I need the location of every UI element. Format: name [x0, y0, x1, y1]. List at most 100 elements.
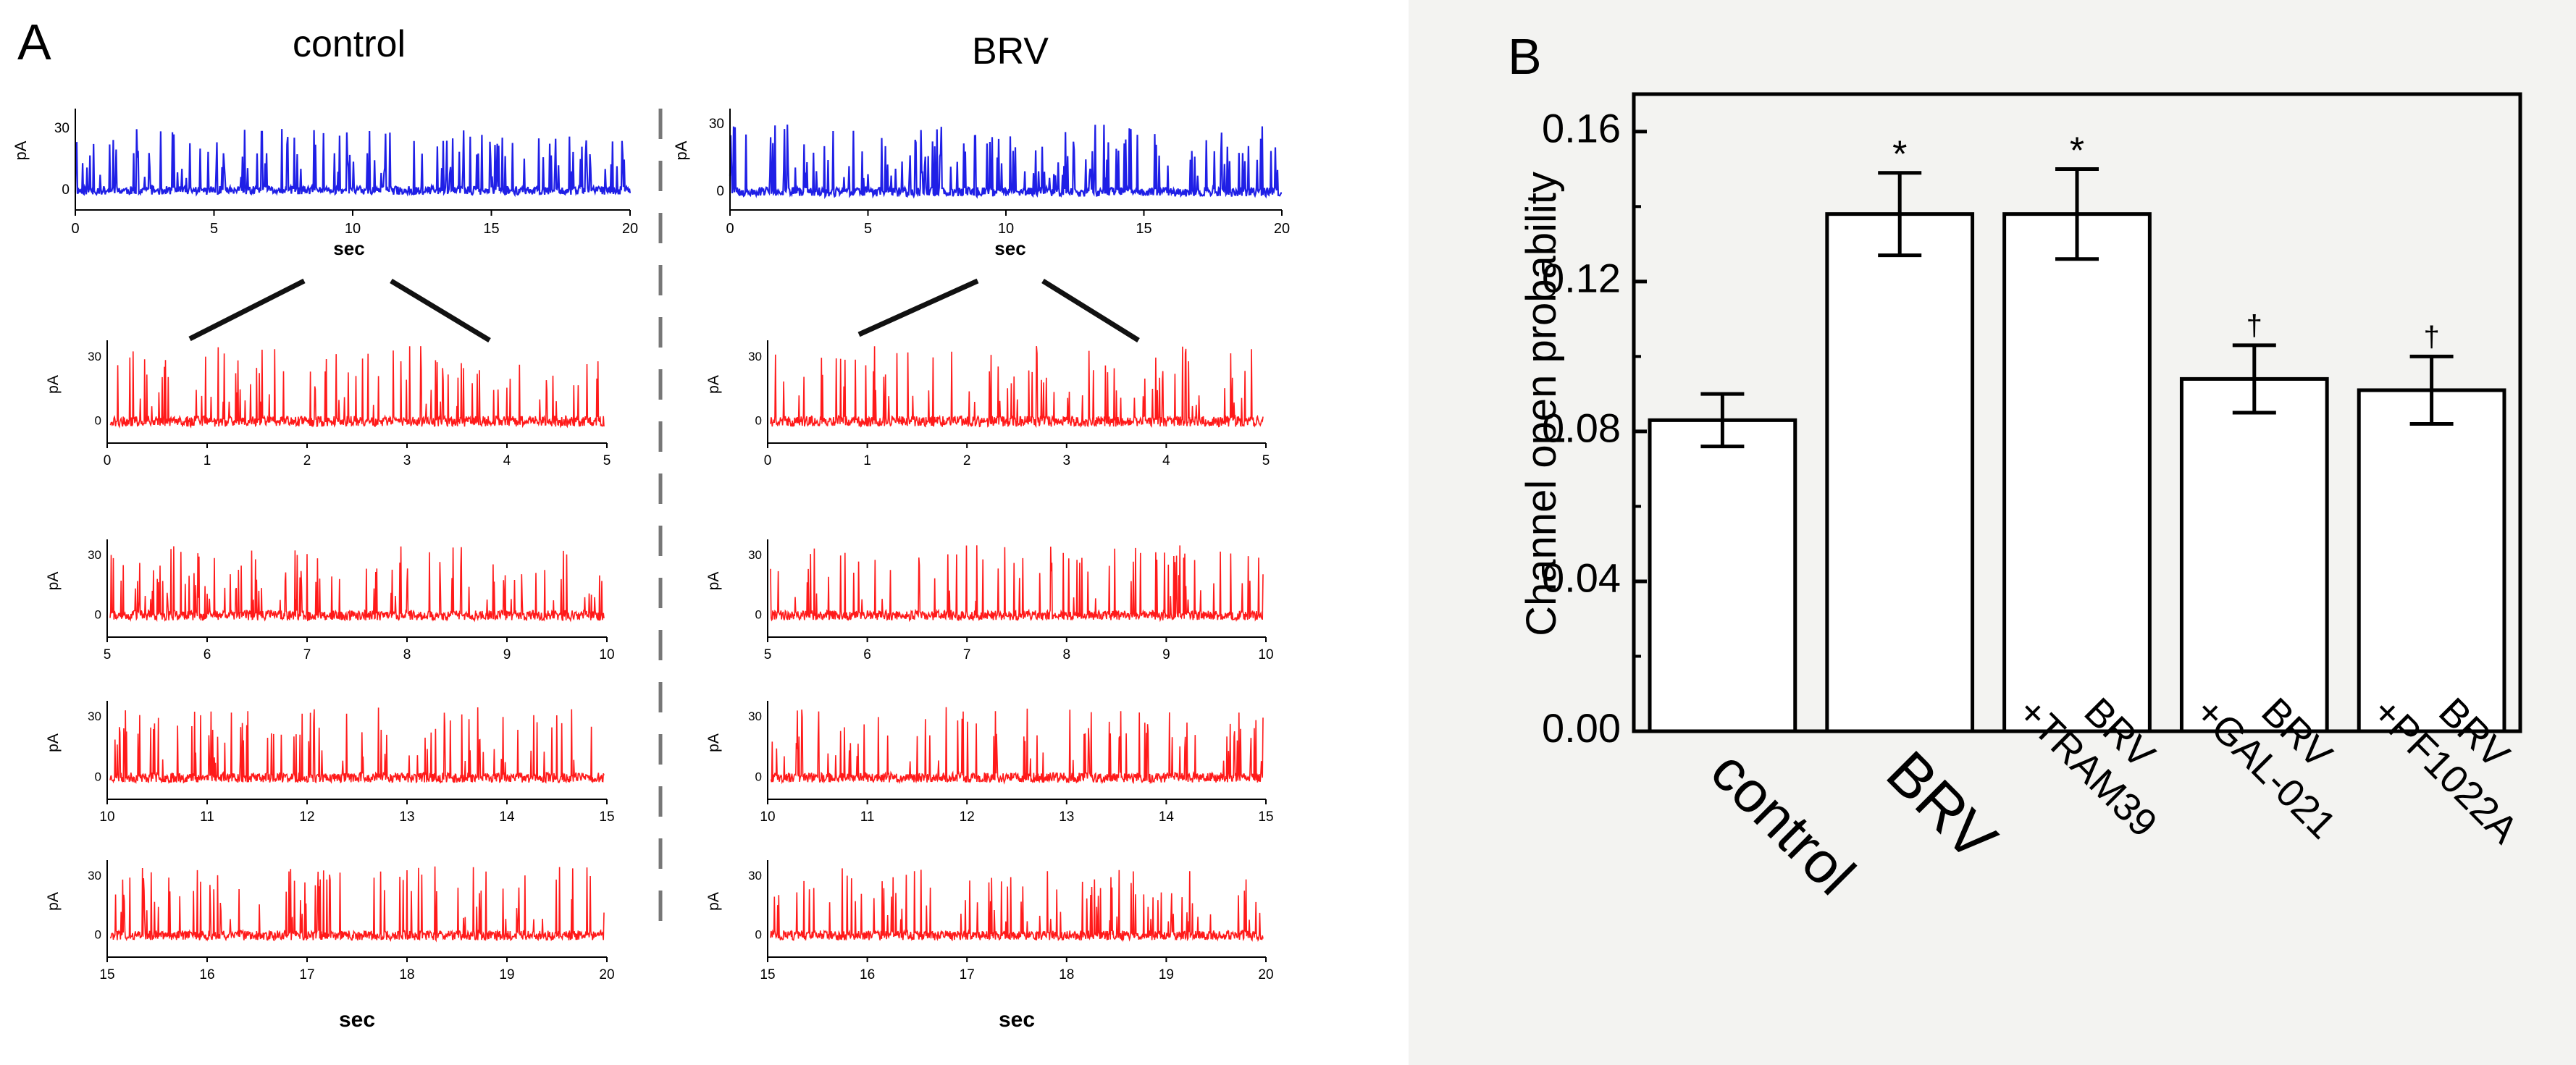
y-tick-label: 0.08: [1542, 405, 1621, 451]
x-tick-label: 6: [863, 647, 871, 662]
x-tick-label: 13: [399, 809, 414, 825]
control-zoom-line-left: [188, 278, 306, 342]
x-tick-label: 15: [599, 809, 614, 825]
x-tick-label: 17: [299, 967, 314, 982]
y-tick-label: 0.00: [1542, 705, 1621, 751]
significance-marker-5: †: [2423, 321, 2439, 353]
control-zoom-plot-4: pA 30 0 15 16 17 18 19 20 sec: [45, 860, 615, 1032]
brv-zoom-plot-4: pA 30 0 15 16 17 18 19 20 sec: [705, 860, 1274, 1032]
control-overview-trace-line: [74, 129, 632, 198]
x-tick-label: 5: [864, 221, 872, 237]
zoom-ytick-30: 30: [748, 350, 762, 363]
zoom-ylabel: pA: [45, 733, 62, 752]
x-tick-label: 7: [963, 647, 971, 662]
zoom-ytick-0: 0: [755, 927, 762, 941]
control-zoom-trace-4: [109, 866, 605, 943]
x-tick-label: 1: [863, 453, 871, 468]
x-tick-label: 10: [345, 221, 361, 237]
x-tick-label: 2: [303, 453, 311, 468]
control-zoom-trace-3: [109, 707, 605, 784]
x-tick-label: 11: [860, 809, 875, 825]
zoom-ytick-0: 0: [95, 607, 101, 621]
significance-marker-2: *: [1892, 134, 1907, 176]
zoom-ylabel: pA: [45, 892, 62, 911]
x-tick-label: 18: [1059, 967, 1074, 982]
brv-overview-plot: pA 30 0 0 5 10 15 20 sec: [672, 109, 1290, 259]
x-tick-label: 11: [200, 809, 214, 825]
zoom-ytick-30: 30: [88, 710, 101, 723]
x-tick-label: 3: [403, 453, 411, 468]
x-tick-label: 15: [1258, 809, 1273, 825]
zoom-ylabel: pA: [45, 375, 62, 394]
zoom-ytick-30: 30: [88, 350, 101, 363]
bar-5: [2357, 388, 2506, 733]
x-tick-label: 10: [1258, 647, 1273, 662]
control-overview-trace: [74, 129, 632, 198]
brv-overview-trace: [729, 125, 1283, 200]
x-tick-label: 5: [104, 647, 112, 662]
brv-overview-ytick-0: 0: [716, 184, 724, 199]
zoom-ytick-0: 0: [755, 607, 762, 621]
zoom-ytick-30: 30: [748, 869, 762, 883]
brv-zoom-plot-2: pA 30 0 5 6 7 8 9 10: [705, 539, 1274, 662]
control-zoom-line-right: [390, 279, 491, 342]
x-tick-label: 9: [503, 647, 511, 662]
control-overview-xlabel: sec: [333, 237, 364, 259]
control-overview-plot: pA 30 0 0 5 10 15 20 sec: [12, 109, 638, 259]
brv-overview-ylabel: pA: [672, 140, 690, 160]
control-overview-ylabel: pA: [12, 140, 30, 160]
brv-overview-xticks: 0 5 10 15 20: [726, 210, 1290, 237]
zoom-ytick-30: 30: [88, 548, 101, 562]
control-zoom-plot-3: pA 30 0 10 11 12 13 14 15: [45, 701, 615, 825]
x-tick-label: 20: [622, 221, 638, 237]
panel-b-label: B: [1508, 28, 1542, 85]
panel-a: A control BRV pA 30 0 0 5 10 15 20 sec pA 30…: [12, 14, 1290, 1032]
x-tick-label: 18: [399, 967, 414, 982]
x-tick-label: 8: [403, 647, 411, 662]
brv-zoom-trace-1: [770, 346, 1264, 429]
x-tick-label: 2: [963, 453, 971, 468]
control-zoom-plot-2: pA 30 0 5 6 7 8 9 10: [45, 539, 615, 662]
zoom-ytick-0: 0: [95, 770, 101, 783]
x-tick-label: 20: [1274, 221, 1290, 237]
zoom-ylabel: pA: [705, 892, 722, 911]
bar-1: [1648, 418, 1797, 733]
zoom-ytick-30: 30: [88, 869, 101, 883]
zoom-ylabel: pA: [705, 375, 722, 394]
x-tick-label: 15: [99, 967, 114, 982]
x-tick-label: 17: [960, 967, 975, 982]
zoom-ytick-0: 0: [755, 413, 762, 427]
x-tick-label: 16: [199, 967, 214, 982]
x-tick-label: 19: [1159, 967, 1174, 982]
x-tick-label: 12: [299, 809, 314, 825]
brv-zoom-line-right: [1041, 279, 1140, 342]
x-tick-label: 5: [210, 221, 218, 237]
x-tick-label: 10: [99, 809, 114, 825]
brv-zoom-plot-1: pA 30 0 0 1 2 3 4 5: [705, 340, 1270, 468]
x-tick-label: 20: [599, 967, 614, 982]
zoom-ylabel: pA: [705, 733, 722, 752]
x-tick-label: 0: [764, 453, 772, 468]
brv-zoom-trace-3: [770, 707, 1264, 785]
x-tick-label: 13: [1059, 809, 1074, 825]
x-tick-label: 0: [104, 453, 112, 468]
x-tick-label: 15: [1136, 221, 1151, 237]
x-tick-label: 10: [760, 809, 775, 825]
brv-zoom-trace-2: [770, 545, 1264, 623]
panel-b: B Channel open probability 0.00 0.04 0.08 0…: [1409, 0, 2576, 1065]
zoom-ytick-0: 0: [755, 770, 762, 783]
bar-4: [2179, 376, 2329, 733]
brv-overview-xlabel: sec: [994, 237, 1025, 259]
x-tick-label: 7: [303, 647, 311, 662]
x-tick-label: 0: [71, 221, 79, 237]
x-tick-label: 4: [503, 453, 511, 468]
x-tick-label: 5: [1262, 453, 1270, 468]
x-tick-label: 16: [860, 967, 875, 982]
x-tick-label: 4: [1162, 453, 1170, 468]
significance-marker-3: *: [2070, 130, 2084, 172]
y-tick-label: 0.16: [1542, 106, 1621, 151]
panel-a-label: A: [17, 14, 51, 70]
zoom-ytick-0: 0: [95, 413, 101, 427]
